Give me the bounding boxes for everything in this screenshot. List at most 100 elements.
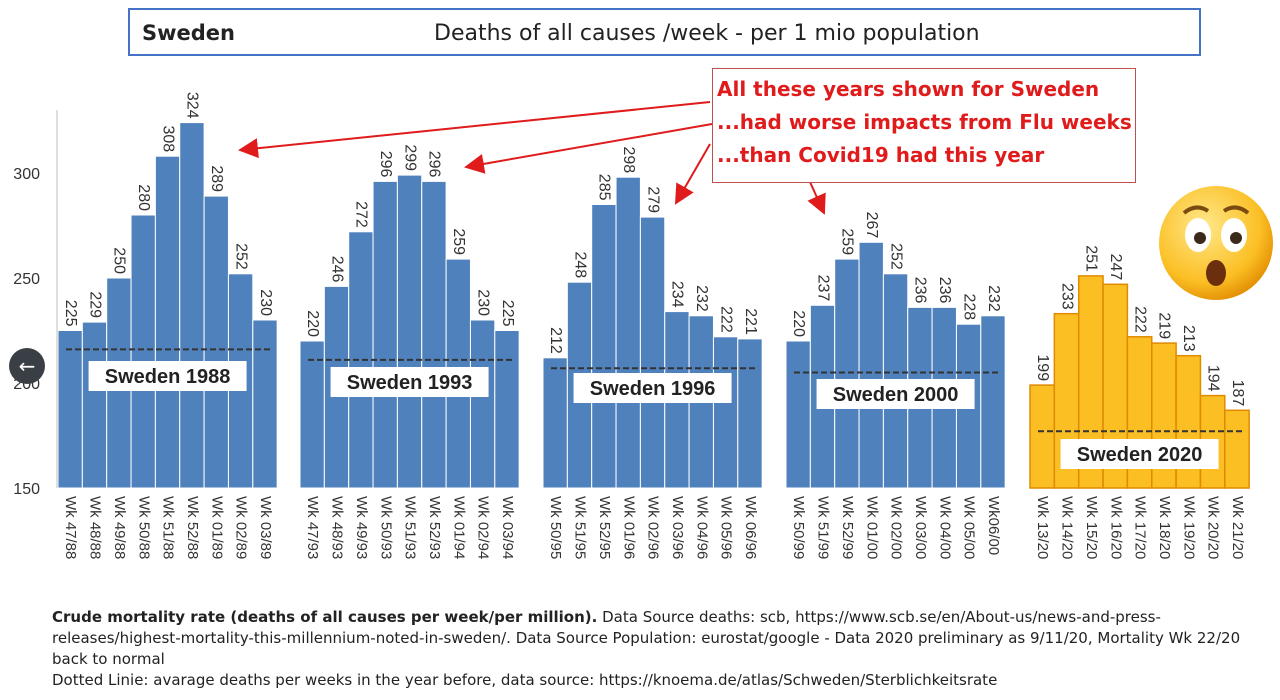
- x-tick-label: Wk 15/20: [1083, 496, 1100, 559]
- x-tick-label: Wk 05/00: [961, 496, 978, 559]
- x-tick-label: Wk 05/96: [718, 496, 735, 559]
- bar: [203, 195, 229, 489]
- x-tick-label: Wk 16/20: [1107, 496, 1124, 559]
- data-label: 232: [985, 285, 1002, 312]
- data-label: 219: [1156, 312, 1173, 339]
- data-label: 220: [304, 310, 321, 337]
- data-label: 236: [912, 277, 929, 304]
- bar: [494, 330, 520, 489]
- bar: [179, 122, 205, 489]
- x-tick-label: Wk 02/96: [645, 496, 662, 559]
- chart-title: Deaths of all causes /week - per 1 mio p…: [434, 21, 980, 46]
- bar: [372, 180, 398, 489]
- data-label: 296: [426, 151, 443, 178]
- bar: [81, 321, 108, 489]
- bar: [252, 319, 278, 489]
- data-label: 299: [401, 144, 418, 171]
- x-tick-label: Wk 02/00: [888, 496, 905, 559]
- chart-title-box: Sweden Deaths of all causes /week - per …: [128, 8, 1201, 56]
- data-label: 289: [208, 165, 225, 192]
- x-tick-label: Wk 50/93: [377, 496, 394, 559]
- data-label: 250: [111, 247, 128, 274]
- bar: [785, 340, 811, 489]
- x-tick-label: Wk 02/94: [475, 496, 492, 559]
- caption-text: Data Source deaths: scb, https://www.scb…: [52, 608, 1241, 668]
- data-label: 230: [257, 289, 274, 316]
- x-tick-label: Wk 13/20: [1034, 496, 1051, 559]
- data-label: 229: [86, 291, 103, 318]
- data-label: 225: [62, 300, 79, 327]
- data-label: 213: [1180, 325, 1197, 352]
- bar: [712, 336, 739, 489]
- x-tick-label: Wk 04/00: [936, 496, 953, 559]
- x-tick-label: Wk 01/00: [863, 496, 880, 559]
- x-tick-label: Wk 19/20: [1180, 496, 1197, 559]
- group-label: Sweden 1988: [105, 366, 231, 388]
- annotation-line: All these years shown for Sweden: [717, 77, 1100, 101]
- bar: [639, 216, 666, 489]
- x-tick-label: Wk 04/96: [693, 496, 710, 559]
- data-label: 212: [547, 327, 564, 354]
- bar: [1224, 409, 1250, 489]
- x-tick-label: Wk 48/93: [329, 496, 346, 559]
- annotation-line: ...than Covid19 had this year: [717, 143, 1045, 167]
- data-label: 252: [232, 243, 249, 270]
- data-label: 199: [1034, 354, 1051, 381]
- caption-bold: Crude mortality rate (deaths of all caus…: [52, 608, 598, 626]
- back-button[interactable]: ←: [9, 348, 45, 384]
- bar: [154, 155, 181, 489]
- y-tick-label: 250: [13, 271, 40, 288]
- x-tick-label: Wk 17/20: [1132, 496, 1149, 559]
- group-label: Sweden 1996: [590, 378, 716, 400]
- data-label: 252: [887, 243, 904, 270]
- x-tick-label: Wk 52/93: [426, 496, 443, 559]
- bar: [737, 338, 763, 489]
- x-tick-label: Wk 50/88: [135, 496, 152, 559]
- bar: [57, 330, 83, 489]
- x-tick-label: Wk 01/89: [208, 496, 225, 559]
- astonished-face-icon: [1159, 186, 1273, 300]
- bar: [299, 340, 325, 489]
- data-label: 187: [1229, 380, 1246, 407]
- x-tick-label: Wk 48/88: [87, 496, 104, 559]
- x-tick-label: Wk 49/93: [353, 496, 370, 559]
- data-label: 236: [936, 277, 953, 304]
- data-label: 251: [1083, 245, 1100, 272]
- group-label: Sweden 2020: [1077, 444, 1203, 466]
- x-tick-label: Wk 47/88: [62, 496, 79, 559]
- data-label: 194: [1204, 365, 1221, 392]
- x-tick-label: Wk 03/94: [499, 496, 516, 559]
- bar: [834, 258, 860, 489]
- data-label: 225: [499, 300, 516, 327]
- data-label: 248: [571, 251, 588, 278]
- data-label: 324: [184, 92, 201, 119]
- data-label: 296: [377, 151, 394, 178]
- caption-note: Dotted Linie: avarage deaths per weeks i…: [52, 671, 998, 689]
- bar: [348, 231, 374, 489]
- x-tick-label: Wk 50/95: [547, 496, 564, 559]
- y-tick-label: 150: [13, 481, 40, 498]
- x-tick-label: Wk 14/20: [1059, 496, 1076, 559]
- annotation-arrow: [807, 181, 826, 215]
- data-label: 221: [742, 308, 759, 335]
- arrow-left-icon: ←: [18, 354, 36, 378]
- bar: [1029, 384, 1056, 489]
- bar: [421, 180, 447, 489]
- annotation-line: ...had worse impacts from Flu weeks: [717, 110, 1132, 134]
- x-tick-label: Wk 50/99: [790, 496, 807, 559]
- bar: [858, 241, 884, 489]
- x-tick-label: Wk 02/89: [233, 496, 250, 559]
- data-label: 220: [790, 310, 807, 337]
- annotation-arrow: [464, 123, 713, 174]
- data-label: 228: [960, 293, 977, 320]
- x-tick-label: Wk 03/00: [912, 496, 929, 559]
- title-country: Sweden: [142, 21, 235, 45]
- x-tick-label: Wk 06/96: [742, 496, 759, 559]
- group-label-bg: [330, 367, 489, 397]
- x-tick-label: Wk 51/88: [160, 496, 177, 559]
- data-label: 230: [474, 289, 491, 316]
- group-label: Sweden 2000: [833, 384, 959, 406]
- data-label: 259: [839, 228, 856, 255]
- bar: [615, 176, 641, 489]
